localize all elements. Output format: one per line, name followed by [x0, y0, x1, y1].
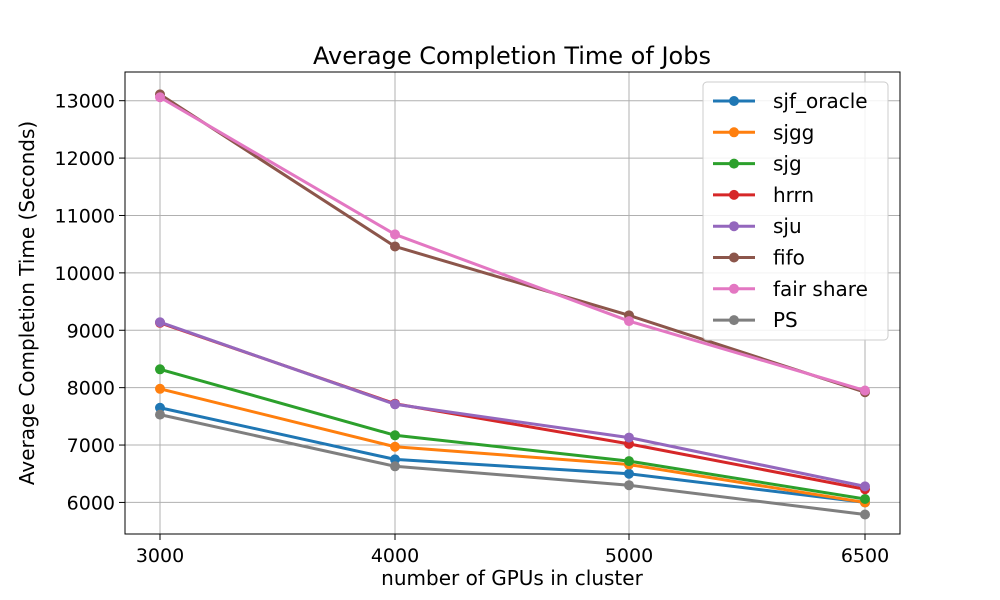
data-point [390, 241, 400, 252]
data-point [155, 92, 165, 103]
legend-box [702, 81, 889, 341]
legend-entry: PS [713, 308, 798, 332]
series-line [158, 367, 867, 501]
y-tick-label: 13000 [55, 91, 115, 113]
legend-swatch-marker [729, 189, 739, 200]
x-tick-label: 3000 [136, 545, 184, 567]
y-axis-ticks: 6000 7000 8000 9000 10000 11000 12000 13000 [55, 91, 125, 514]
data-point [624, 316, 634, 327]
data-point [390, 399, 400, 410]
legend-entry: sjg [713, 152, 802, 176]
x-tick-label: 6500 [841, 545, 889, 567]
legend-swatch-marker [729, 252, 739, 263]
x-axis-label: number of GPUs in cluster [381, 566, 643, 590]
legend-swatch-marker [729, 158, 739, 169]
y-tick-label: 11000 [55, 205, 115, 227]
legend-swatch-marker [729, 96, 739, 106]
legend-entry: fair share [713, 277, 868, 301]
legend-swatch-marker [729, 315, 739, 326]
legend-entry: hrrn [713, 183, 814, 207]
legend-label: sjg [773, 152, 802, 176]
data-point [390, 441, 400, 452]
data-point [624, 468, 634, 479]
data-point [624, 480, 634, 491]
series-sjg [155, 364, 870, 504]
legend-swatch-marker [729, 221, 739, 232]
legend-entry: fifo [713, 246, 805, 270]
x-axis-ticks: 3000 4000 5000 6500 [136, 534, 889, 567]
series-PS [155, 409, 870, 520]
data-point [155, 409, 165, 420]
x-tick-label: 5000 [605, 545, 653, 567]
legend-label: PS [773, 308, 798, 332]
y-tick-label: 9000 [67, 320, 115, 342]
data-point [390, 430, 400, 441]
series-line [158, 95, 867, 393]
data-point [390, 454, 400, 465]
legend-entry: sju [713, 214, 802, 238]
x-tick-label: 4000 [371, 545, 419, 567]
legend-label: sjgg [773, 120, 814, 144]
series-line [158, 413, 867, 516]
data-point [390, 229, 400, 240]
data-point [860, 493, 870, 504]
legend-swatch-marker [729, 127, 739, 138]
series-line [158, 406, 867, 504]
legend-label: hrrn [773, 183, 814, 207]
chart-title: Average Completion Time of Jobs [313, 42, 711, 70]
legend-label: fair share [773, 277, 868, 301]
plot-frame [124, 71, 901, 535]
y-axis-label: Average Completion Time (Seconds) [15, 121, 39, 485]
series-sju [155, 317, 870, 492]
data-point [155, 317, 165, 328]
data-point [155, 364, 165, 375]
data-point [860, 481, 870, 492]
y-tick-label: 12000 [55, 148, 115, 170]
legend-entry: sjgg [713, 120, 814, 144]
series-fair-share [155, 92, 870, 396]
legend-swatch-marker [729, 283, 739, 294]
legend-label: sjf_oracle [773, 89, 868, 113]
data-point [155, 402, 165, 413]
series-line [158, 387, 867, 504]
series-line [158, 320, 867, 488]
data-point [860, 385, 870, 396]
y-tick-label: 8000 [67, 378, 115, 400]
legend-entry: sjf_oracle [713, 89, 868, 113]
data-point [624, 456, 634, 467]
data-point [860, 509, 870, 520]
y-tick-label: 10000 [55, 263, 115, 285]
plot-area [155, 89, 870, 520]
data-point [155, 383, 165, 394]
legend-label: sju [773, 214, 802, 238]
y-tick-label: 7000 [67, 435, 115, 457]
data-point [624, 432, 634, 443]
series-line [158, 92, 867, 394]
legend-label: fifo [773, 246, 805, 270]
data-point [390, 461, 400, 472]
y-tick-label: 6000 [67, 492, 115, 514]
